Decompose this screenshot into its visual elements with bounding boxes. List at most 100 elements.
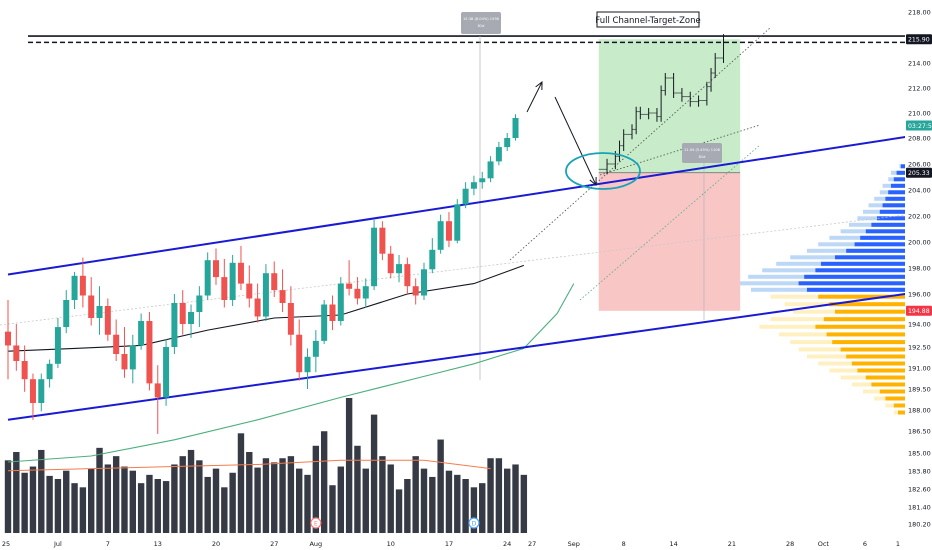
price-badge-bg bbox=[906, 167, 932, 178]
date-tick-label: 21 bbox=[728, 540, 736, 548]
candle bbox=[362, 278, 369, 308]
candle-body bbox=[63, 300, 70, 328]
volume-profile-bar bbox=[871, 222, 905, 227]
info-box-bg bbox=[461, 12, 501, 34]
ma-projection-line bbox=[579, 144, 761, 301]
target-zone-label-text: Full Channel-Target-Zone bbox=[595, 16, 700, 26]
event-marker-label: D bbox=[472, 521, 477, 528]
date-tick-label: 13 bbox=[154, 540, 162, 548]
channel-line bbox=[7, 290, 924, 421]
volume-bar bbox=[362, 468, 369, 533]
candle bbox=[479, 171, 486, 189]
candle bbox=[129, 334, 136, 384]
volume-bar bbox=[154, 479, 161, 533]
event-marker: E bbox=[310, 517, 322, 529]
volume-profile-bar bbox=[860, 235, 905, 240]
candle bbox=[63, 290, 70, 334]
candle bbox=[304, 348, 311, 389]
candle bbox=[337, 277, 344, 326]
volume-bar bbox=[520, 474, 528, 533]
candle bbox=[96, 286, 103, 335]
price-tick-label: 208.00 bbox=[908, 134, 931, 142]
candle bbox=[237, 245, 244, 291]
volume-bar bbox=[504, 468, 511, 533]
volume-bar bbox=[38, 449, 45, 533]
moving-average-line bbox=[7, 264, 525, 352]
date-tick-label: Sep bbox=[568, 540, 580, 548]
date-tick-label: 8 bbox=[622, 540, 626, 548]
candle bbox=[271, 261, 278, 297]
candle-body bbox=[312, 340, 319, 357]
volume-bar bbox=[487, 458, 494, 533]
volume-profile bbox=[739, 164, 905, 415]
price-tick-label: 198.00 bbox=[908, 264, 931, 272]
volume-bar bbox=[187, 449, 195, 533]
volume-profile-bar bbox=[798, 281, 905, 286]
price-axis-bg bbox=[905, 0, 932, 550]
info-box-line1: 15.38 (8.04%) 1536 bbox=[463, 17, 500, 21]
price-badge-label: 205.33 bbox=[908, 170, 930, 177]
candle bbox=[29, 373, 36, 420]
volume-bar bbox=[46, 475, 53, 533]
date-tick-label: 17 bbox=[445, 540, 453, 548]
candle bbox=[429, 238, 436, 274]
volume-profile-bar bbox=[835, 255, 905, 260]
annotations: 15.38 (8.04%) 1536 81d 11.04 (5.45%) 1106 8… bbox=[461, 12, 722, 190]
volume-profile-bar bbox=[815, 268, 905, 273]
volume-bar bbox=[121, 466, 128, 533]
candle-body bbox=[329, 304, 336, 321]
candle-body bbox=[254, 298, 261, 317]
candle-body bbox=[346, 283, 353, 289]
volume-bar bbox=[354, 445, 361, 533]
price-badge-bg bbox=[906, 34, 932, 45]
volume-profile-bar bbox=[854, 242, 905, 247]
volume-profile-bar bbox=[891, 183, 905, 188]
candle bbox=[412, 278, 419, 305]
moving-average-line bbox=[7, 283, 575, 463]
candle-body bbox=[262, 273, 269, 317]
candle-body bbox=[354, 288, 361, 299]
candle bbox=[287, 286, 294, 346]
candle bbox=[454, 199, 461, 244]
price-badge: 03:27:55 bbox=[906, 120, 932, 131]
price-tick-label: 206.00 bbox=[908, 160, 931, 168]
candle-body bbox=[412, 286, 419, 296]
volume-bar bbox=[221, 487, 228, 533]
volume-profile-bar bbox=[898, 410, 905, 415]
price-tick-label: 181.40 bbox=[908, 503, 931, 511]
candle-body bbox=[129, 345, 136, 370]
volume-bar bbox=[420, 468, 428, 533]
date-tick-label: 14 bbox=[669, 540, 677, 548]
candle bbox=[5, 300, 11, 380]
candle bbox=[421, 262, 427, 300]
volume-bar bbox=[345, 398, 353, 533]
up-arrow-head bbox=[535, 80, 543, 91]
volume-bar bbox=[71, 483, 78, 533]
volume-bar bbox=[63, 470, 70, 533]
date-tick-label: 27 bbox=[270, 540, 278, 548]
volume-bar bbox=[179, 456, 186, 533]
candle-body bbox=[487, 161, 494, 179]
candle bbox=[146, 312, 153, 391]
candle-body bbox=[246, 283, 253, 299]
candle-body bbox=[512, 118, 519, 138]
volume-bar bbox=[96, 447, 103, 533]
volume-bar bbox=[229, 472, 236, 533]
candle-body bbox=[171, 303, 178, 347]
volume-profile-bar bbox=[818, 294, 905, 299]
target-zone-label: Full Channel-Target-Zone bbox=[595, 11, 701, 28]
info-box: 11.04 (5.45%) 1106 81d bbox=[682, 143, 722, 163]
volume-profile-bar bbox=[815, 324, 905, 329]
up-arrow bbox=[526, 81, 543, 113]
candle-body bbox=[154, 383, 161, 398]
candle bbox=[445, 212, 452, 248]
event-marker-circle bbox=[468, 517, 480, 529]
candle-body bbox=[495, 147, 502, 162]
volume-profile-bar bbox=[865, 229, 905, 234]
volume-profile-bar bbox=[879, 209, 905, 214]
price-tick-label: 183.80 bbox=[908, 467, 931, 475]
candle bbox=[154, 365, 161, 434]
price-badge-bg bbox=[906, 120, 932, 131]
